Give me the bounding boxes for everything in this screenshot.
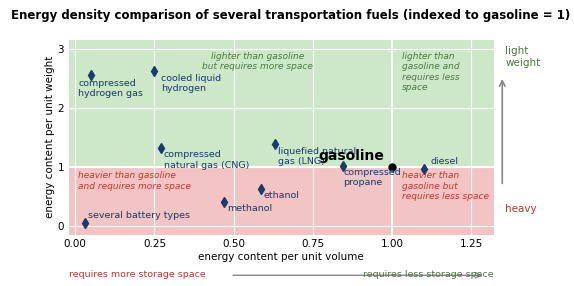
Text: gasoline: gasoline bbox=[318, 149, 384, 163]
Text: requires more storage space: requires more storage space bbox=[69, 270, 205, 279]
Text: ethanol: ethanol bbox=[264, 192, 300, 200]
Text: Energy density comparison of several transportation fuels (indexed to gasoline =: Energy density comparison of several tra… bbox=[11, 9, 571, 21]
Text: liquefied natural
gas (LNG): liquefied natural gas (LNG) bbox=[278, 147, 356, 166]
Text: diesel: diesel bbox=[430, 157, 458, 166]
Y-axis label: energy content per unit weight: energy content per unit weight bbox=[45, 56, 55, 219]
X-axis label: energy content per unit volume: energy content per unit volume bbox=[199, 252, 364, 262]
Text: compressed
propane: compressed propane bbox=[343, 168, 401, 187]
Text: lighter than
gasoline and
requires less
space: lighter than gasoline and requires less … bbox=[402, 52, 459, 92]
Text: several battery types: several battery types bbox=[88, 211, 190, 220]
Text: heavier than gasoline
and requires more space: heavier than gasoline and requires more … bbox=[79, 172, 191, 191]
Text: methanol: methanol bbox=[227, 204, 273, 213]
Text: heavier than
gasoline but
requires less space: heavier than gasoline but requires less … bbox=[402, 172, 488, 201]
Text: heavy: heavy bbox=[505, 204, 537, 214]
Text: lighter than gasoline
but requires more space: lighter than gasoline but requires more … bbox=[202, 52, 313, 71]
Text: cooled liquid
hydrogen: cooled liquid hydrogen bbox=[161, 74, 221, 93]
Text: requires less storage space: requires less storage space bbox=[363, 270, 494, 279]
Text: compressed
hydrogen gas: compressed hydrogen gas bbox=[79, 79, 144, 98]
Bar bbox=[69, 167, 494, 235]
Text: compressed
natural gas (CNG): compressed natural gas (CNG) bbox=[164, 150, 249, 170]
Text: light
weight: light weight bbox=[505, 46, 540, 68]
Bar bbox=[69, 40, 494, 167]
